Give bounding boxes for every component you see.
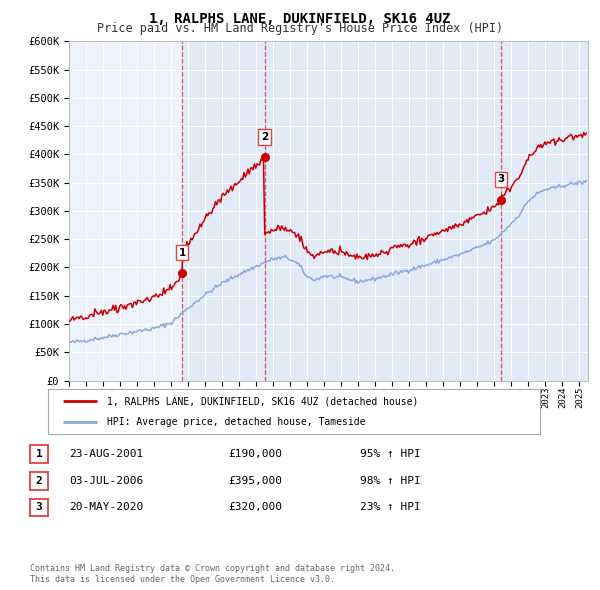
- Text: £395,000: £395,000: [228, 476, 282, 486]
- Text: 1, RALPHS LANE, DUKINFIELD, SK16 4UZ (detached house): 1, RALPHS LANE, DUKINFIELD, SK16 4UZ (de…: [107, 396, 418, 407]
- Text: 3: 3: [497, 175, 505, 184]
- Text: 95% ↑ HPI: 95% ↑ HPI: [360, 450, 421, 459]
- Text: 2: 2: [261, 132, 268, 142]
- Text: HPI: Average price, detached house, Tameside: HPI: Average price, detached house, Tame…: [107, 417, 365, 427]
- Text: 3: 3: [35, 503, 43, 512]
- Text: Price paid vs. HM Land Registry's House Price Index (HPI): Price paid vs. HM Land Registry's House …: [97, 22, 503, 35]
- Text: 23-AUG-2001: 23-AUG-2001: [69, 450, 143, 459]
- Bar: [182, 41, 265, 381]
- Text: 1: 1: [179, 248, 186, 258]
- Text: £190,000: £190,000: [228, 450, 282, 459]
- Text: Contains HM Land Registry data © Crown copyright and database right 2024.: Contains HM Land Registry data © Crown c…: [30, 565, 395, 573]
- Text: This data is licensed under the Open Government Licence v3.0.: This data is licensed under the Open Gov…: [30, 575, 335, 584]
- Text: 2: 2: [35, 476, 43, 486]
- Text: 20-MAY-2020: 20-MAY-2020: [69, 503, 143, 512]
- Text: 1: 1: [35, 450, 43, 459]
- Text: 1, RALPHS LANE, DUKINFIELD, SK16 4UZ: 1, RALPHS LANE, DUKINFIELD, SK16 4UZ: [149, 12, 451, 26]
- Text: 98% ↑ HPI: 98% ↑ HPI: [360, 476, 421, 486]
- Text: £320,000: £320,000: [228, 503, 282, 512]
- Text: 03-JUL-2006: 03-JUL-2006: [69, 476, 143, 486]
- Text: 23% ↑ HPI: 23% ↑ HPI: [360, 503, 421, 512]
- Bar: [265, 41, 501, 381]
- Bar: [501, 41, 588, 381]
